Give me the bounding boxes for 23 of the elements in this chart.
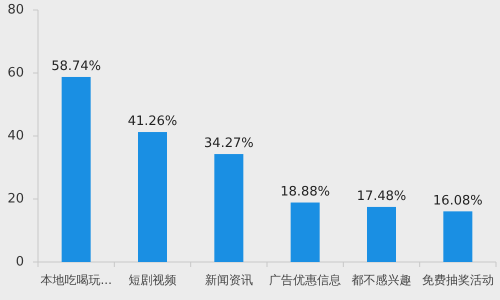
data-label: 34.27% [204,136,254,152]
data-label: 16.08% [433,193,483,208]
data-label: 18.88% [280,184,330,200]
data-label: 41.26% [128,114,178,130]
y-tick-label: 40 [7,128,24,144]
y-tick-label: 80 [7,2,24,18]
y-tick-label: 20 [7,192,24,206]
y-tick-label: 60 [7,66,24,80]
x-tick-label: 新闻资讯 [204,273,253,287]
bar [290,202,320,262]
x-tick-label: 都不感兴趣 [352,273,412,287]
y-tick-label: 0 [16,254,24,270]
x-tick-label: 短剧视频 [128,273,176,287]
bar [366,206,396,262]
data-label: 17.48% [356,188,406,204]
bar [443,211,472,262]
bar [138,132,168,262]
bar [214,154,244,262]
x-tick-label: 本地吃喝玩... [40,273,112,287]
bar [62,76,91,262]
x-tick-label: 免费抽奖活动 [422,273,494,287]
x-tick-label: 广告优惠信息 [269,273,342,287]
data-label: 58.74% [51,58,101,74]
